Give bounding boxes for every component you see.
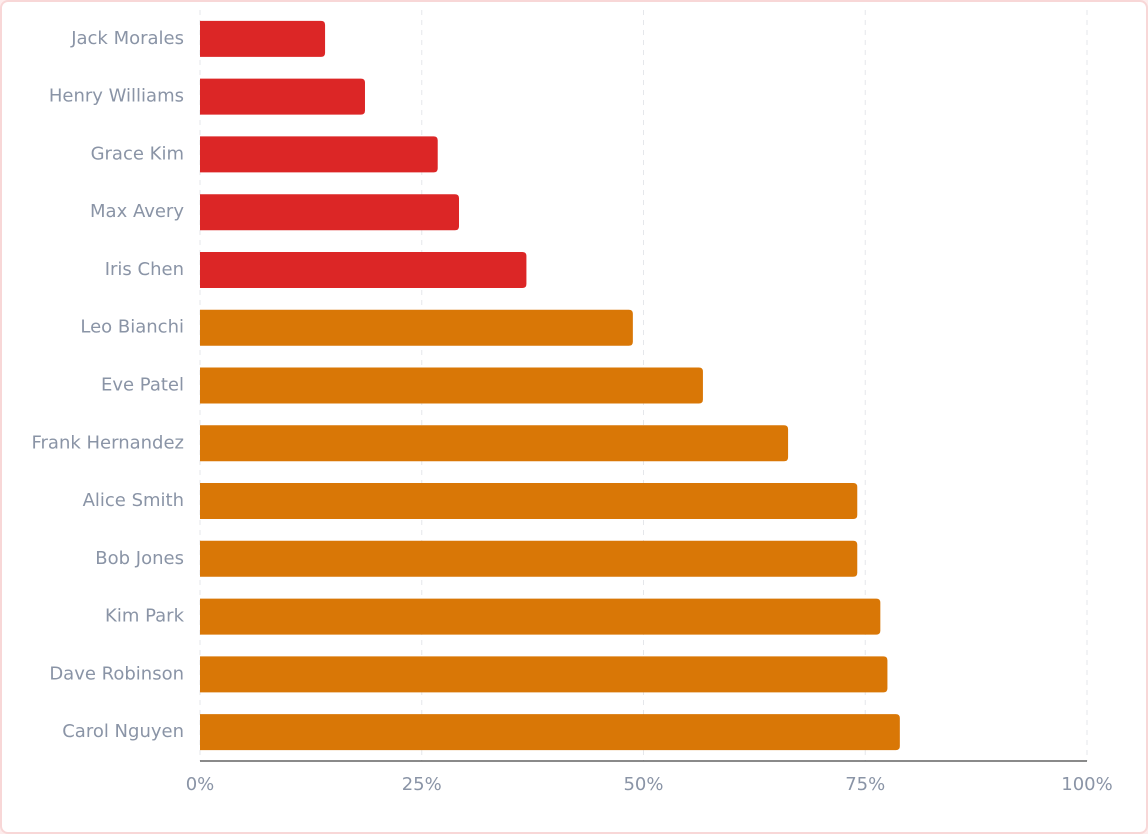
bar <box>200 714 900 751</box>
bar <box>200 309 633 346</box>
x-tick-label: 50% <box>623 774 663 795</box>
bar <box>200 20 326 57</box>
y-tick-label: Frank Hernandez <box>31 432 184 453</box>
y-tick-label: Bob Jones <box>95 548 184 569</box>
y-tick-label: Dave Robinson <box>49 663 184 684</box>
y-tick-label: Grace Kim <box>91 143 184 164</box>
x-tick-label: 75% <box>845 774 885 795</box>
bar <box>200 251 527 288</box>
bar <box>200 540 858 577</box>
y-tick-label: Iris Chen <box>105 259 184 280</box>
bar <box>200 367 703 404</box>
bar <box>200 483 858 520</box>
y-tick-label: Max Avery <box>90 201 184 222</box>
bar <box>200 656 888 693</box>
bar <box>200 425 789 462</box>
y-tick-label: Leo Bianchi <box>80 317 184 338</box>
x-tick-label: 25% <box>402 774 442 795</box>
y-tick-label: Henry Williams <box>49 86 184 107</box>
x-tick-label: 0% <box>186 774 215 795</box>
y-tick-label: Kim Park <box>105 606 185 627</box>
y-tick-label: Jack Morales <box>70 28 184 49</box>
bar <box>200 78 365 115</box>
y-tick-label: Alice Smith <box>83 490 184 511</box>
y-tick-label: Eve Patel <box>101 375 184 396</box>
x-tick-label: 100% <box>1061 774 1112 795</box>
bar <box>200 136 438 173</box>
bar <box>200 194 460 231</box>
bar <box>200 598 881 635</box>
y-tick-label: Carol Nguyen <box>62 721 184 742</box>
